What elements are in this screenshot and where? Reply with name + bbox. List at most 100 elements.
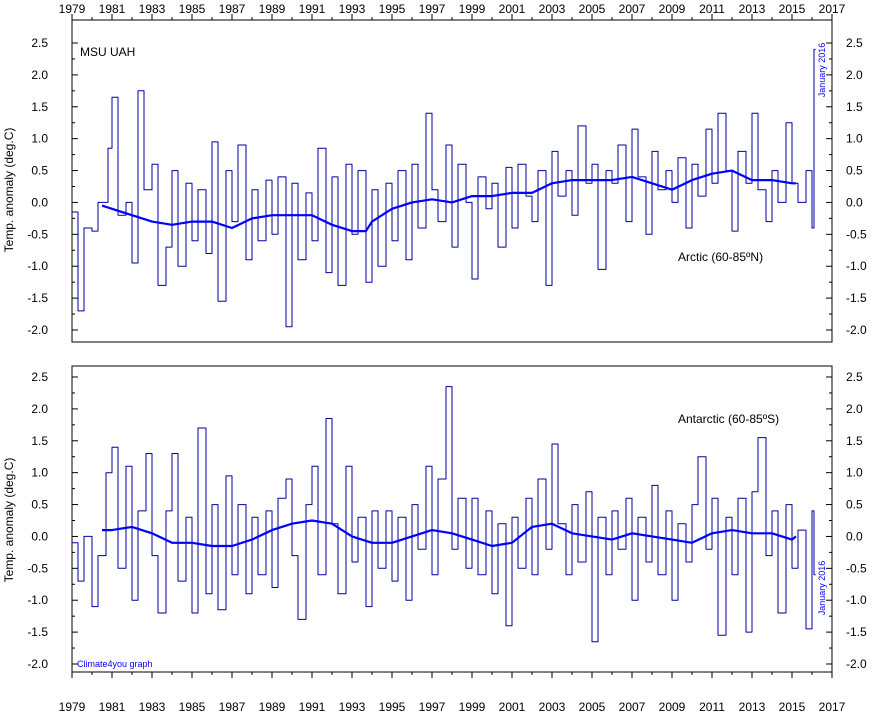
x-tick-label: 2007 bbox=[619, 2, 646, 16]
x-tick-label: 2013 bbox=[739, 2, 766, 16]
running-mean-line bbox=[101, 169, 796, 233]
y-tick-label: 0.5 bbox=[31, 498, 48, 512]
y-axis-left: 2.5 2.0 1.5 1.0 0.5 0.0 -0.5 -1.0 -1.5 -2.0 bbox=[27, 36, 78, 337]
y-tick-label: 1.0 bbox=[31, 466, 48, 480]
series-group bbox=[72, 386, 816, 643]
x-tick-label: 1981 bbox=[99, 700, 126, 714]
graph-credit: Climate4you graph bbox=[77, 659, 153, 669]
y-tick-label: -2.0 bbox=[27, 657, 48, 671]
y-tick-label: -0.5 bbox=[27, 561, 48, 575]
y-tick-label: 2.5 bbox=[31, 370, 48, 384]
x-tick-label: 1983 bbox=[139, 2, 166, 16]
x-axis-top: 1979 1981 1983 1985 1987 1989 1991 1993 1995 1997… bbox=[59, 2, 846, 20]
y-tick-label: 2.0 bbox=[31, 68, 48, 82]
x-tick-label: 1997 bbox=[419, 2, 446, 16]
antarctic-panel: 1979 1981 1983 1985 1987 1989 1991 1993 1995 1997… bbox=[2, 365, 867, 714]
x-tick-label: 1989 bbox=[259, 700, 286, 714]
y-tick-label: 0.0 bbox=[846, 195, 863, 209]
y-tick-label: 2.5 bbox=[846, 370, 863, 384]
y-axis-title: Temp. anomaly (deg.C) bbox=[2, 458, 16, 583]
y-tick-label: 2.5 bbox=[31, 36, 48, 50]
source-label: MSU UAH bbox=[80, 45, 135, 59]
y-tick-label: 2.0 bbox=[846, 402, 863, 416]
x-tick-label: 1985 bbox=[179, 700, 206, 714]
y-tick-label: -1.0 bbox=[846, 593, 867, 607]
y-tick-label: 0.5 bbox=[846, 164, 863, 178]
x-tick-label: 2015 bbox=[779, 700, 806, 714]
y-tick-label: -1.0 bbox=[27, 593, 48, 607]
y-tick-label: 1.5 bbox=[846, 100, 863, 114]
x-tick-label: 2017 bbox=[819, 2, 846, 16]
monthly-series-line bbox=[72, 386, 816, 643]
date-note: January 2016 bbox=[817, 561, 827, 616]
series-group bbox=[72, 48, 816, 328]
x-tick-label: 1985 bbox=[179, 2, 206, 16]
x-tick-label: 2017 bbox=[819, 700, 846, 714]
y-tick-label: -0.5 bbox=[846, 561, 867, 575]
y-axis-title: Temp. anomaly (deg.C) bbox=[2, 128, 16, 253]
y-tick-label: 0.0 bbox=[846, 529, 863, 543]
y-tick-label: -2.0 bbox=[27, 323, 48, 337]
x-tick-label: 1983 bbox=[139, 700, 166, 714]
x-tick-label: 1981 bbox=[99, 2, 126, 16]
x-tick-label: 2009 bbox=[659, 2, 686, 16]
y-axis-right: 2.5 2.0 1.5 1.0 0.5 0.0 -0.5 -1.0 -1.5 -2.0 bbox=[826, 36, 867, 337]
x-tick-label: 1993 bbox=[339, 700, 366, 714]
y-tick-label: 0.5 bbox=[31, 164, 48, 178]
y-tick-label: -1.5 bbox=[27, 625, 48, 639]
date-note: January 2016 bbox=[817, 43, 827, 98]
y-axis-right: 2.5 2.0 1.5 1.0 0.5 0.0 -0.5 -1.0 -1.5 -2.0 bbox=[826, 370, 867, 671]
y-tick-label: 1.0 bbox=[846, 466, 863, 480]
y-tick-label: -1.5 bbox=[846, 625, 867, 639]
series-label: Antarctic (60-85ºS) bbox=[678, 412, 779, 426]
y-tick-label: -1.5 bbox=[846, 291, 867, 305]
x-tick-label: 2003 bbox=[539, 2, 566, 16]
y-tick-label: 2.5 bbox=[846, 36, 863, 50]
y-tick-label: 2.0 bbox=[846, 68, 863, 82]
x-tick-label: 2013 bbox=[739, 700, 766, 714]
x-tick-label: 2001 bbox=[499, 2, 526, 16]
x-tick-label: 2009 bbox=[659, 700, 686, 714]
running-mean-line bbox=[102, 519, 797, 548]
x-tick-label: 1993 bbox=[339, 2, 366, 16]
x-tick-label: 1987 bbox=[219, 700, 246, 714]
monthly-series-line bbox=[72, 48, 816, 328]
x-tick-label: 2001 bbox=[499, 700, 526, 714]
x-tick-label: 2015 bbox=[779, 2, 806, 16]
y-axis-left: 2.5 2.0 1.5 1.0 0.5 0.0 -0.5 -1.0 -1.5 -2.0 bbox=[27, 370, 78, 671]
x-tick-label: 1979 bbox=[59, 2, 86, 16]
y-tick-label: 1.5 bbox=[846, 434, 863, 448]
x-axis-bottom: 1979 1981 1983 1985 1987 1989 1991 1993 1995 1997… bbox=[59, 672, 846, 714]
y-tick-label: 1.0 bbox=[31, 132, 48, 146]
x-tick-label: 1989 bbox=[259, 2, 286, 16]
arctic-panel: 1979 1981 1983 1985 1987 1989 1991 1993 1995 1997… bbox=[2, 2, 867, 343]
y-tick-label: -0.5 bbox=[27, 227, 48, 241]
y-tick-label: 1.5 bbox=[31, 434, 48, 448]
x-tick-label: 1995 bbox=[379, 700, 406, 714]
y-tick-label: -1.0 bbox=[27, 259, 48, 273]
x-tick-label: 1999 bbox=[459, 700, 486, 714]
x-tick-label: 1995 bbox=[379, 2, 406, 16]
x-tick-label: 1979 bbox=[59, 700, 86, 714]
x-tick-label: 2011 bbox=[699, 700, 725, 714]
y-tick-label: -0.5 bbox=[846, 227, 867, 241]
x-tick-label: 2005 bbox=[579, 2, 606, 16]
series-label: Arctic (60-85ºN) bbox=[678, 250, 763, 264]
x-tick-label: 1991 bbox=[299, 2, 326, 16]
x-tick-label: 1991 bbox=[299, 700, 326, 714]
y-tick-label: 0.0 bbox=[31, 195, 48, 209]
x-tick-label: 1987 bbox=[219, 2, 246, 16]
y-tick-label: -2.0 bbox=[846, 657, 867, 671]
y-tick-label: 0.5 bbox=[846, 498, 863, 512]
x-tick-label: 2003 bbox=[539, 700, 566, 714]
x-tick-label: 2007 bbox=[619, 700, 646, 714]
y-tick-label: 2.0 bbox=[31, 402, 48, 416]
y-tick-label: 1.5 bbox=[31, 100, 48, 114]
x-tick-label: 2011 bbox=[699, 2, 725, 16]
x-tick-label: 1997 bbox=[419, 700, 446, 714]
y-tick-label: -1.5 bbox=[27, 291, 48, 305]
y-tick-label: 0.0 bbox=[31, 529, 48, 543]
y-tick-label: -2.0 bbox=[846, 323, 867, 337]
x-tick-label: 2005 bbox=[579, 700, 606, 714]
